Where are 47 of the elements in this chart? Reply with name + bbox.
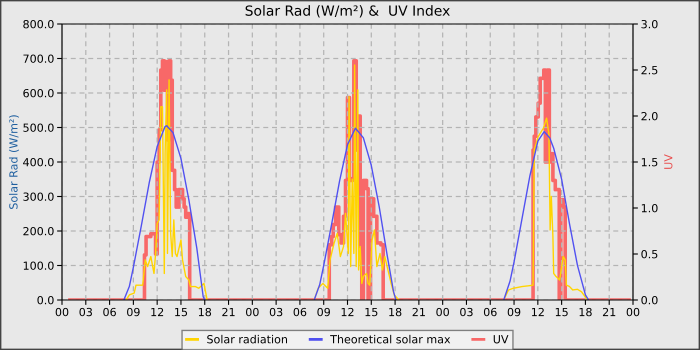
y-tick-label: 200.0 — [23, 226, 54, 236]
x-tick-label: 15 — [175, 308, 188, 316]
y2-tick-label: 1.0 — [642, 204, 658, 212]
x-tick-label: 00 — [246, 308, 259, 316]
y-tick-label: 600.0 — [23, 88, 54, 98]
y-tick-label: 0.0 — [37, 296, 54, 304]
x-tick-label: 03 — [79, 308, 92, 316]
x-tick-label: 18 — [198, 308, 212, 316]
y2-tick-label: 0.5 — [641, 250, 658, 258]
x-tick-label: 15 — [556, 308, 568, 316]
legend-label: Solar radiation — [207, 334, 288, 344]
x-tick-label: 12 — [532, 308, 544, 316]
x-tick-label: 03 — [460, 308, 473, 316]
x-tick-label: 03 — [270, 308, 282, 316]
x-tick-label: 09 — [317, 308, 330, 316]
x-tick-label: 12 — [151, 308, 164, 316]
y2-tick-label: 2.5 — [641, 66, 658, 74]
y-tick-label: 500.0 — [23, 123, 54, 132]
x-tick-label: 18 — [580, 308, 592, 316]
x-tick-label: 06 — [294, 308, 306, 316]
legend-label: UV — [494, 335, 508, 344]
y2-tick-label: 1.5 — [642, 158, 658, 166]
x-tick-label: 21 — [222, 308, 235, 316]
y-tick-label: 100.0 — [24, 261, 54, 270]
y-tick-label: 800.0 — [23, 20, 54, 28]
x-tick-label: 15 — [365, 308, 378, 316]
x-tick-label: 00 — [56, 308, 68, 316]
y-tick-label: 400.0 — [23, 158, 54, 166]
x-tick-label: 21 — [412, 308, 425, 316]
x-tick-label: 21 — [602, 308, 616, 316]
legend-label: Theoretical solar max — [330, 334, 450, 344]
x-tick-label: 18 — [389, 308, 402, 316]
x-tick-label: 00 — [626, 308, 640, 316]
y2-tick-label: 0.0 — [641, 296, 658, 304]
x-tick-label: 06 — [103, 308, 116, 316]
x-tick-label: 12 — [342, 308, 354, 316]
x-tick-label: 09 — [508, 308, 520, 316]
chart-title: Solar Rad (W/m²) & UV Index — [246, 5, 450, 18]
y-axis-title: Solar Rad (W/m²) — [9, 115, 19, 209]
y2-tick-label: 2.0 — [641, 112, 658, 120]
y-tick-label: 300.0 — [23, 192, 54, 201]
y-tick-label: 700.0 — [23, 54, 54, 63]
x-tick-label: 00 — [436, 308, 449, 316]
y2-axis-title: UV — [664, 154, 672, 169]
y2-tick-label: 3.0 — [641, 20, 658, 28]
x-tick-label: 09 — [127, 308, 140, 316]
x-tick-label: 06 — [484, 308, 497, 316]
